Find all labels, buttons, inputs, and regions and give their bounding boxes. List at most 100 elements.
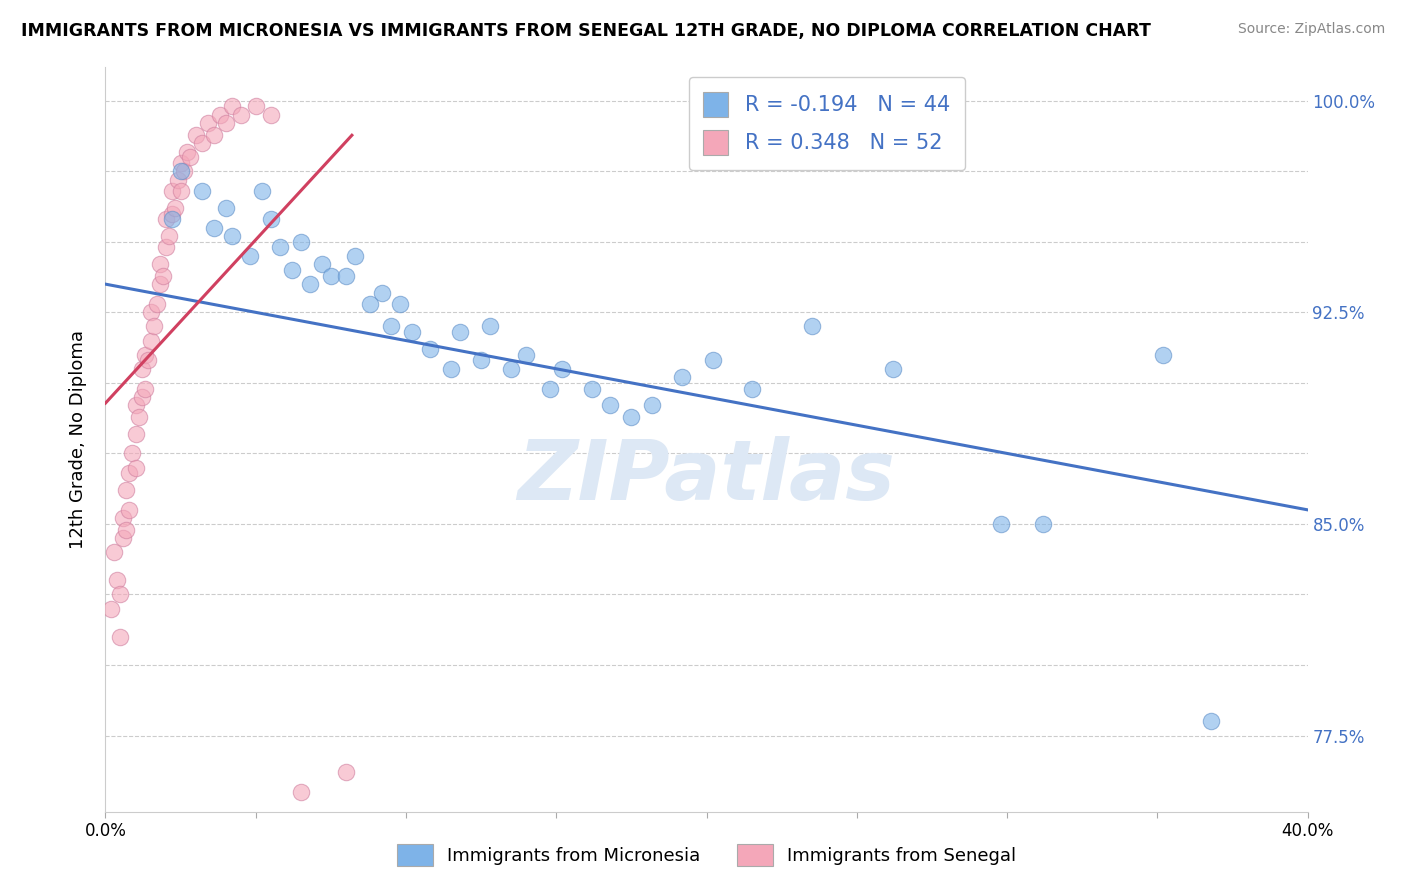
Point [128, 409, 150, 424]
Point [260, 108, 283, 122]
Point [169, 164, 191, 178]
Point [142, 319, 165, 334]
Point [103, 545, 125, 559]
Point [479, 319, 502, 334]
Point [599, 399, 621, 413]
Point [110, 587, 132, 601]
Point [620, 409, 643, 424]
Legend: Immigrants from Micronesia, Immigrants from Senegal: Immigrants from Micronesia, Immigrants f… [389, 837, 1024, 873]
Point [641, 399, 664, 413]
Point [311, 257, 333, 271]
Point [157, 229, 180, 244]
Point [115, 483, 138, 497]
Point [190, 136, 212, 150]
Point [112, 531, 135, 545]
Point [281, 263, 304, 277]
Point [401, 325, 423, 339]
Point [163, 201, 186, 215]
Point [388, 297, 411, 311]
Point [800, 319, 823, 334]
Point [173, 164, 195, 178]
Point [440, 361, 463, 376]
Point [290, 785, 312, 799]
Point [184, 128, 207, 142]
Point [1152, 348, 1174, 362]
Point [197, 116, 219, 130]
Point [449, 325, 471, 339]
Point [380, 319, 402, 334]
Point [501, 361, 523, 376]
Point [202, 220, 225, 235]
Point [100, 601, 122, 615]
Point [1032, 516, 1054, 531]
Point [371, 285, 394, 300]
Point [152, 268, 174, 283]
Point [1201, 714, 1223, 729]
Point [139, 334, 162, 348]
Point [882, 361, 904, 376]
Y-axis label: 12th Grade, No Diploma: 12th Grade, No Diploma [69, 330, 87, 549]
Point [121, 446, 143, 460]
Point [190, 184, 212, 198]
Point [335, 765, 357, 780]
Point [124, 426, 146, 441]
Point [107, 574, 129, 588]
Point [214, 201, 236, 215]
Point [134, 382, 156, 396]
Point [160, 206, 183, 220]
Point [419, 342, 441, 356]
Point [155, 212, 177, 227]
Point [551, 361, 574, 376]
Point [319, 268, 342, 283]
Point [124, 460, 146, 475]
Point [131, 361, 153, 376]
Point [298, 277, 321, 292]
Point [335, 268, 357, 283]
Point [166, 173, 188, 187]
Point [269, 240, 291, 254]
Point [134, 348, 156, 362]
Point [290, 235, 312, 249]
Point [990, 516, 1012, 531]
Point [148, 277, 170, 292]
Point [139, 305, 162, 319]
Point [208, 108, 231, 122]
Point [359, 297, 381, 311]
Point [702, 353, 724, 368]
Point [538, 382, 561, 396]
Point [136, 353, 159, 368]
Point [169, 184, 191, 198]
Point [124, 399, 146, 413]
Point [160, 212, 183, 227]
Point [250, 184, 273, 198]
Point [118, 466, 141, 480]
Point [581, 382, 603, 396]
Point [221, 99, 243, 113]
Point [343, 249, 366, 263]
Point [741, 382, 763, 396]
Point [131, 390, 153, 404]
Point [239, 249, 262, 263]
Point [110, 630, 132, 644]
Point [112, 511, 135, 525]
Point [169, 156, 191, 170]
Point [229, 108, 252, 122]
Point [179, 150, 201, 164]
Text: Source: ZipAtlas.com: Source: ZipAtlas.com [1237, 22, 1385, 37]
Point [148, 257, 170, 271]
Text: IMMIGRANTS FROM MICRONESIA VS IMMIGRANTS FROM SENEGAL 12TH GRADE, NO DIPLOMA COR: IMMIGRANTS FROM MICRONESIA VS IMMIGRANTS… [21, 22, 1152, 40]
Point [115, 523, 138, 537]
Point [515, 348, 537, 362]
Point [245, 99, 267, 113]
Point [118, 503, 141, 517]
Point [160, 184, 183, 198]
Point [214, 116, 236, 130]
Point [260, 212, 283, 227]
Text: ZIPatlas: ZIPatlas [517, 436, 896, 517]
Point [155, 240, 177, 254]
Point [202, 128, 225, 142]
Point [671, 370, 693, 384]
Point [221, 229, 243, 244]
Point [176, 145, 198, 159]
Point [470, 353, 492, 368]
